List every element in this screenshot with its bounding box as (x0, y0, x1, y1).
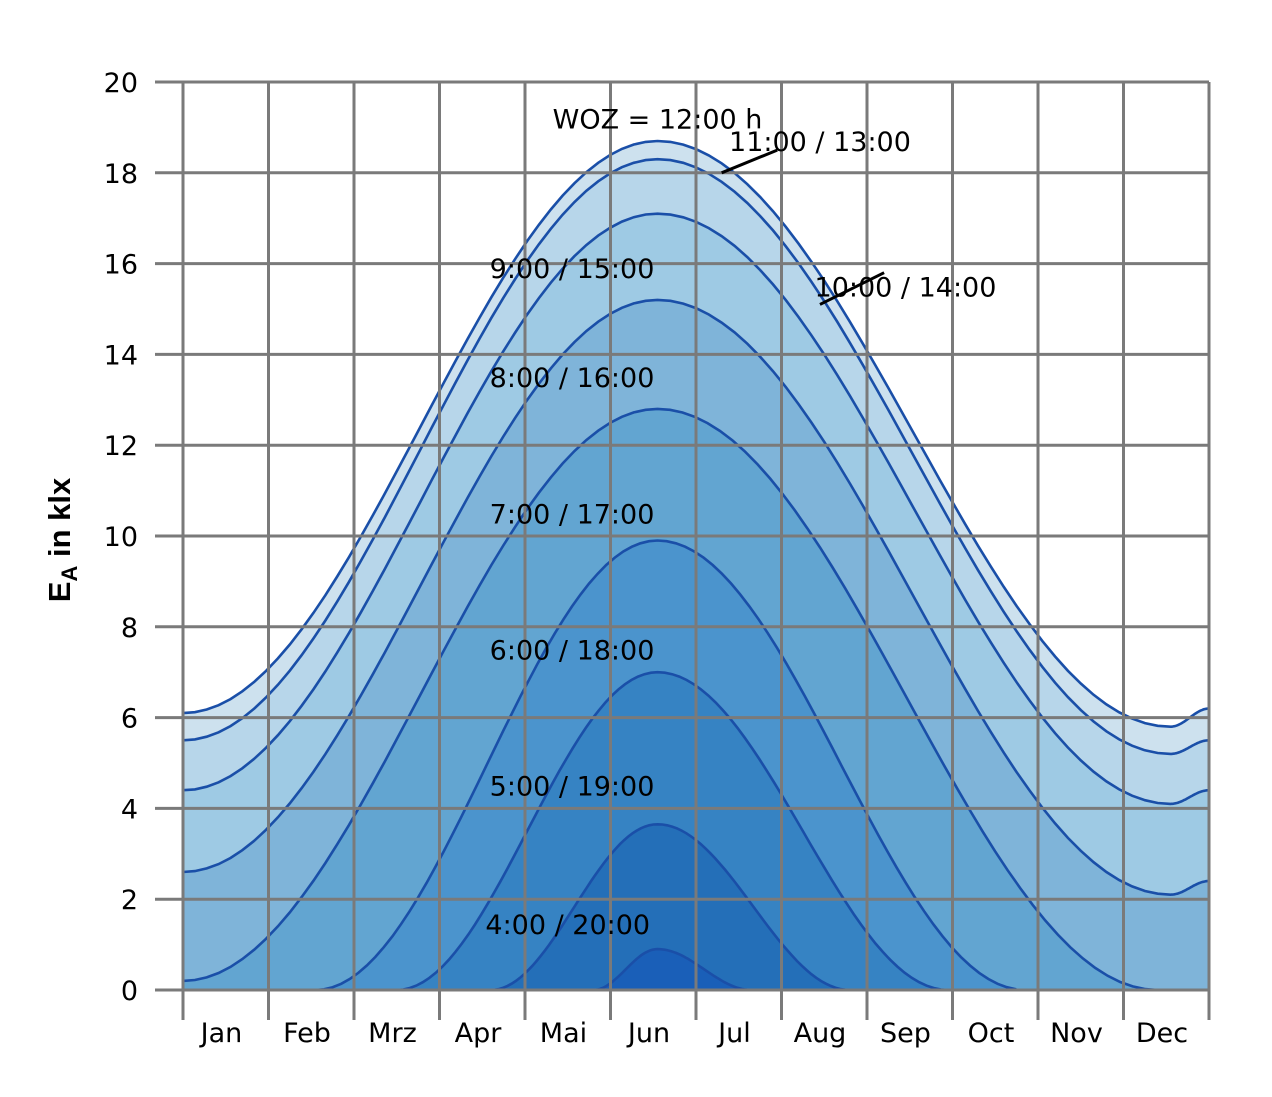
x-tick-label: Feb (283, 1018, 331, 1049)
y-tick-label: 8 (121, 613, 138, 644)
series-line-7 (490, 822, 850, 992)
x-tick-label: Mrz (368, 1018, 417, 1049)
leader-line (721, 148, 778, 175)
y-tick-label: 20 (104, 68, 138, 99)
series-line-5 (315, 539, 1026, 992)
series-annotation: 10:00 / 14:00 (815, 272, 997, 303)
leader-line (819, 271, 885, 306)
y-tick-label: 4 (121, 794, 138, 825)
x-tick-label: Mai (540, 1018, 587, 1049)
x-tick-label: Jan (199, 1018, 243, 1049)
series-line-4 (182, 407, 1158, 992)
x-axis-ticks: Jan Feb Mrz Apr Mai Jun Jul Aug Sep Oct Nov Dec (199, 1018, 1188, 1049)
x-tick-label: Jun (626, 1018, 670, 1049)
series-annotation: 5:00 / 19:00 (490, 772, 655, 803)
y-tick-label: 6 (121, 704, 138, 735)
series-annotation: 9:00 / 15:00 (490, 254, 655, 285)
x-tick-label: Jul (716, 1018, 751, 1049)
x-tick-label: Sep (880, 1018, 931, 1049)
series-annotation: 6:00 / 18:00 (490, 636, 655, 667)
annotations: WOZ = 12:00 h11:00 / 13:00 10:00 / 14:00 9… (485, 104, 996, 941)
y-axis-label-sub: A (57, 566, 82, 582)
x-tick-label: Nov (1050, 1018, 1103, 1049)
y-tick-label: 14 (104, 340, 138, 371)
grid-lines (155, 80, 1211, 1020)
y-tick-label: 18 (104, 159, 138, 190)
y-axis-label: EA in klx (42, 477, 82, 602)
y-tick-label: 12 (104, 431, 138, 462)
x-tick-label: Apr (455, 1018, 503, 1049)
y-tick-label: 0 (121, 976, 138, 1007)
series-line-3 (182, 298, 1210, 897)
y-axis-label-main: E (42, 582, 77, 603)
area-band-8 (593, 949, 752, 990)
y-tick-label: 10 (104, 522, 138, 553)
y-axis-label-suffix: in klx (42, 477, 77, 566)
series-annotation: WOZ = 12:00 h (553, 104, 763, 135)
x-tick-label: Dec (1136, 1018, 1188, 1049)
series-line-6 (396, 670, 949, 992)
y-axis-ticks: 0 2 4 6 8 10 12 14 16 18 20 (104, 68, 138, 1007)
x-tick-label: Oct (968, 1018, 1015, 1049)
y-tick-label: 2 (121, 885, 138, 916)
y-tick-label: 16 (104, 250, 138, 281)
series-line-1 (182, 157, 1209, 756)
series-annotation: 8:00 / 16:00 (490, 363, 655, 394)
area-band-7 (490, 824, 850, 990)
series-line-2 (182, 212, 1210, 806)
x-tick-label: Aug (794, 1018, 847, 1049)
series-annotation: 7:00 / 17:00 (490, 499, 655, 530)
series-line-8 (593, 947, 752, 992)
series-annotation: 4:00 / 20:00 (485, 910, 650, 941)
series-annotation: 11:00 / 13:00 (729, 127, 911, 158)
